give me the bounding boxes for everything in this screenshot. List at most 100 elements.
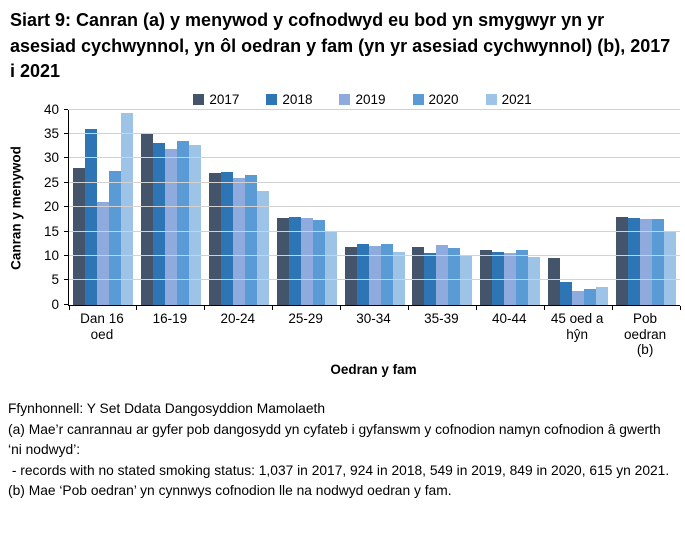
bar	[424, 253, 437, 305]
x-tick	[204, 305, 206, 310]
legend-swatch-icon	[339, 93, 351, 105]
bar	[516, 250, 529, 305]
bar-group	[341, 110, 409, 305]
gridline	[69, 108, 680, 110]
y-tick-label: 5	[51, 272, 59, 288]
legend-item: 2018	[266, 92, 312, 107]
y-tick-label: 40	[43, 101, 59, 117]
x-tick	[340, 305, 342, 310]
bar	[480, 250, 493, 305]
bar	[108, 171, 121, 305]
x-tick	[611, 305, 613, 310]
bar	[560, 281, 573, 305]
bar	[392, 252, 405, 305]
legend-label: 2018	[282, 91, 313, 107]
y-tick	[64, 108, 68, 110]
gridline	[69, 133, 680, 135]
bar	[300, 218, 313, 305]
legend-swatch-icon	[485, 93, 497, 105]
bar	[628, 217, 641, 305]
y-tick	[64, 157, 68, 159]
bar	[380, 243, 393, 305]
bar-group	[69, 110, 137, 305]
bar	[344, 247, 357, 305]
legend-label: 2021	[501, 91, 532, 107]
bar	[276, 217, 289, 305]
y-tick	[64, 279, 68, 281]
x-tick	[272, 305, 274, 310]
gridline	[69, 206, 680, 208]
y-tick	[64, 206, 68, 208]
bar	[164, 148, 177, 305]
bar	[220, 171, 233, 305]
y-tick-label: 35	[43, 126, 59, 142]
chart-title: Siart 9: Canran (a) y menywod y cofnodwy…	[10, 10, 671, 82]
bar	[664, 231, 677, 305]
bar	[412, 246, 425, 305]
y-tick-label: 20	[43, 199, 59, 215]
gridline	[69, 157, 680, 159]
gridline	[69, 230, 680, 232]
legend-item: 2017	[193, 92, 239, 107]
y-tick	[64, 303, 68, 305]
gridline	[69, 279, 680, 281]
legend-item: 2019	[339, 91, 386, 107]
gridline	[69, 254, 680, 256]
bar	[584, 288, 597, 305]
bar	[96, 202, 109, 305]
y-tick	[64, 254, 68, 256]
x-tick-label: 25-29	[288, 310, 323, 326]
legend-label: 2020	[428, 91, 459, 107]
footnote-line: Ffynhonnell: Y Set Ddata Dangosyddion Ma…	[8, 401, 326, 417]
y-tick	[64, 230, 68, 232]
x-tick-label: 40-44	[492, 310, 527, 326]
legend-item: 2020	[412, 91, 459, 107]
bar	[528, 257, 541, 305]
footnotes: Ffynhonnell: Y Set Ddata Dangosyddion Ma…	[8, 399, 675, 501]
bar	[652, 219, 665, 305]
bar	[356, 243, 369, 305]
legend-swatch-icon	[266, 93, 278, 105]
bar-group	[612, 110, 680, 305]
y-tick	[64, 181, 68, 183]
x-tick	[136, 305, 138, 310]
x-tick-label: 20-24	[220, 310, 255, 326]
y-tick-label: 0	[51, 296, 59, 312]
bar	[120, 112, 133, 305]
bar	[140, 134, 153, 305]
bar-group	[137, 110, 205, 305]
bar-groups	[69, 110, 680, 305]
bar-group	[408, 110, 476, 305]
y-tick-label: 25	[43, 174, 59, 190]
chart-area: Canran y menywod 0 5 10 15 20 25 30 35 40 Dan 16…	[0, 102, 685, 378]
bar-group	[273, 110, 341, 305]
bar	[504, 253, 517, 305]
legend-item: 2021	[485, 91, 532, 107]
x-tick-label: 35-39	[424, 310, 459, 326]
x-tick-label: 16-19	[152, 310, 188, 326]
x-tick-label: 45 oed a hŷn	[550, 310, 604, 342]
x-tick	[407, 305, 409, 310]
x-tick-label: Pob oedran (b)	[624, 310, 667, 358]
y-tick-label: 15	[43, 223, 59, 239]
x-tick	[543, 305, 545, 310]
bar	[616, 217, 629, 305]
bar	[596, 286, 609, 305]
x-axis-title: Oedran y fam	[330, 362, 417, 378]
legend-label: 2019	[355, 91, 386, 107]
bar-group	[476, 110, 544, 305]
legend-swatch-icon	[412, 93, 424, 105]
x-tick	[679, 305, 681, 310]
bar	[152, 142, 165, 305]
x-axis-tick-labels: Dan 16 oed 16-19 20-24 25-29 30-34 35-39 40-44…	[68, 306, 679, 359]
bar-group	[544, 110, 612, 305]
bar	[244, 175, 257, 305]
bar	[640, 219, 653, 305]
x-tick-label: 30-34	[356, 310, 391, 326]
bar	[208, 172, 221, 305]
legend-label: 2017	[209, 91, 240, 107]
bar	[324, 231, 337, 305]
bar	[548, 257, 561, 305]
bar	[572, 290, 585, 305]
